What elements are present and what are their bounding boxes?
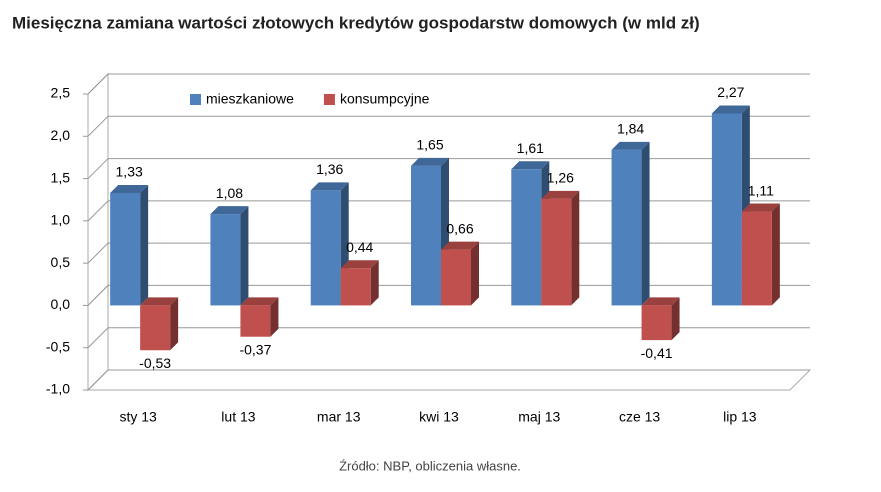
bar: [411, 165, 441, 306]
value-label: 1,84: [617, 121, 644, 137]
value-label: 1,08: [216, 185, 243, 201]
bar-top: [611, 141, 650, 150]
x-tick-label: sty 13: [119, 409, 157, 425]
value-label: 0,66: [446, 220, 473, 236]
bar-top: [441, 241, 479, 250]
grid-line: [87, 115, 810, 137]
value-label: 1,33: [116, 164, 143, 180]
value-label: 1,26: [547, 170, 574, 186]
x-tick-label: lut 13: [221, 409, 255, 425]
bar: [210, 214, 241, 306]
bar: [340, 268, 371, 306]
bar-top: [511, 161, 550, 170]
y-tick-label: 0,0: [51, 296, 71, 312]
legend-label: konsumpcyjne: [340, 91, 430, 107]
bar-top: [310, 182, 349, 191]
y-tick-label: 1,0: [51, 212, 71, 228]
y-tick-label: 0,5: [51, 254, 71, 270]
bar-side: [270, 297, 279, 337]
grid-line: [87, 73, 810, 95]
value-label: 0,44: [346, 239, 373, 255]
bar: [711, 113, 742, 306]
bar: [741, 211, 772, 306]
bar-top: [340, 260, 379, 269]
legend-swatch: [190, 94, 201, 105]
bar: [110, 192, 141, 306]
x-tick-label: cze 13: [619, 409, 660, 425]
bar-top: [210, 206, 249, 215]
y-tick-label: -0,5: [46, 338, 70, 354]
bar-side: [240, 206, 249, 306]
x-tick-label: kwi 13: [419, 409, 459, 425]
bar: [511, 169, 542, 306]
grid-line: [87, 369, 810, 391]
value-label: -0,41: [641, 345, 673, 361]
bar-top: [240, 297, 279, 306]
value-label: -0,53: [139, 355, 171, 371]
bar-top: [140, 297, 179, 306]
bar-top: [641, 297, 680, 306]
bar: [541, 198, 572, 306]
bar: [611, 149, 642, 306]
legend-swatch: [323, 94, 335, 105]
bar-side: [370, 260, 379, 306]
bar-side: [471, 241, 479, 306]
bar: [441, 249, 471, 306]
bar: [140, 305, 171, 351]
bar-side: [671, 297, 680, 341]
grid-line: [87, 158, 810, 179]
zero-line: [87, 285, 109, 306]
x-tick-label: mar 13: [317, 409, 361, 425]
bar: [310, 190, 341, 306]
y-tick-label: 1,5: [51, 169, 71, 185]
bar-top: [541, 190, 580, 199]
bar-top: [411, 157, 449, 166]
chart-title: Miesięczna zamiana wartości złotowych kr…: [12, 13, 700, 32]
legend-label: mieszkaniowe: [206, 91, 294, 107]
source-note: Źródło: NBP, obliczenia własne.: [339, 458, 521, 473]
bar: [641, 305, 672, 341]
bar: [240, 305, 271, 337]
y-tick-label: -1,0: [46, 381, 70, 397]
bar-top: [711, 105, 750, 114]
floor: [86, 369, 812, 391]
y-tick-label: 2,5: [51, 85, 71, 101]
bar-side: [641, 141, 650, 306]
x-tick-label: lip 13: [723, 409, 757, 425]
y-tick-label: 2,0: [51, 127, 71, 143]
bar-side: [170, 297, 179, 351]
value-label: 1,11: [748, 182, 774, 198]
grid-line: [87, 327, 810, 349]
bar-top: [110, 184, 149, 193]
side-wall: [87, 72, 109, 392]
bar-side: [140, 184, 149, 306]
bar-top: [741, 203, 780, 212]
value-label: -0,37: [239, 341, 271, 357]
value-label: 1,61: [517, 140, 544, 156]
value-label: 1,65: [416, 137, 443, 153]
x-tick-label: maj 13: [518, 409, 560, 425]
value-label: 1,36: [316, 161, 343, 177]
bar-side: [571, 190, 580, 306]
value-label: 2,27: [717, 84, 744, 100]
bar-side: [771, 203, 780, 306]
